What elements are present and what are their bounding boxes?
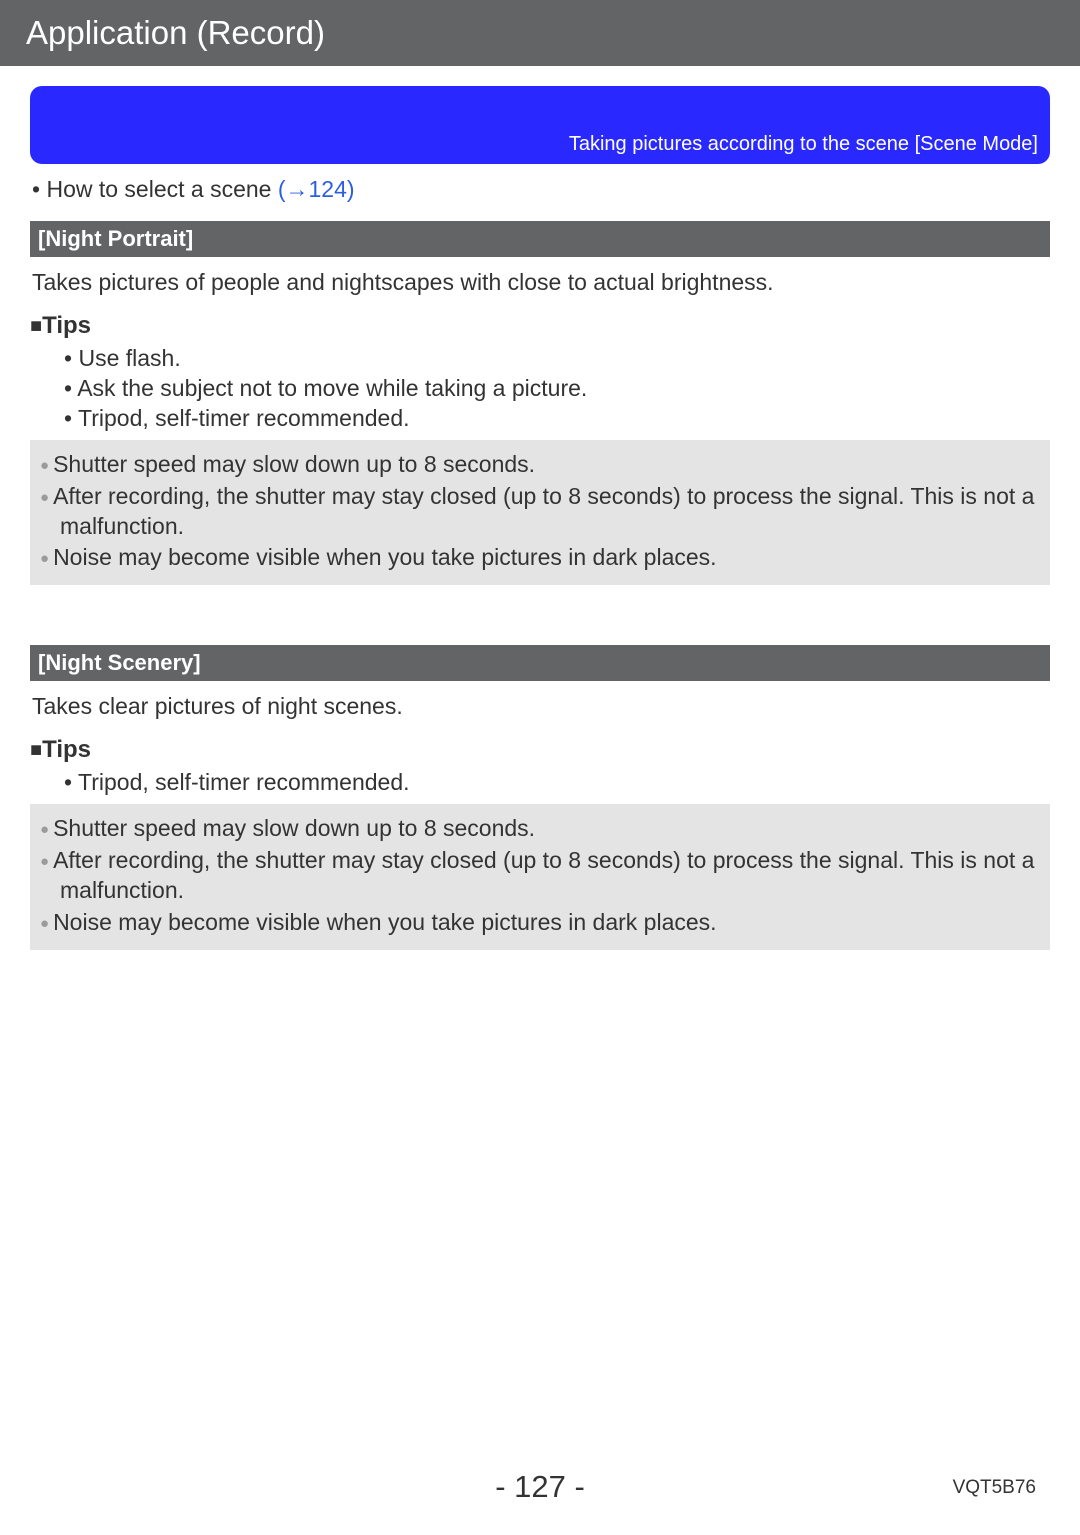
- tips-heading-text: Tips: [42, 312, 91, 339]
- notes-box: Shutter speed may slow down up to 8 seco…: [30, 804, 1050, 950]
- how-to-prefix: How to select a scene: [32, 176, 278, 202]
- section-description: Takes clear pictures of night scenes.: [30, 681, 1050, 734]
- tip-item: Tripod, self-timer recommended.: [64, 404, 1050, 434]
- tips-heading: Tips: [30, 310, 1050, 344]
- note-item: Noise may become visible when you take p…: [40, 908, 1040, 938]
- how-to-link[interactable]: (→124): [278, 176, 355, 202]
- tips-list: Tripod, self-timer recommended.: [30, 768, 1050, 804]
- note-item: Noise may become visible when you take p…: [40, 543, 1040, 573]
- banner-text: Taking pictures according to the scene […: [569, 133, 1038, 156]
- document-code: VQT5B76: [953, 1477, 1036, 1499]
- tip-item: Tripod, self-timer recommended.: [64, 768, 1050, 798]
- how-to-select-line: How to select a scene (→124): [30, 166, 1050, 217]
- section-header-text: [Night Scenery]: [38, 650, 201, 675]
- section-header-night-portrait: [Night Portrait]: [30, 221, 1050, 257]
- tips-heading-text: Tips: [42, 736, 91, 763]
- tip-item: Use flash.: [64, 344, 1050, 374]
- tips-list: Use flash. Ask the subject not to move w…: [30, 344, 1050, 440]
- scene-mode-banner: Taking pictures according to the scene […: [30, 86, 1050, 164]
- section-description: Takes pictures of people and nightscapes…: [30, 257, 1050, 310]
- tip-item: Ask the subject not to move while taking…: [64, 374, 1050, 404]
- title-text: Application (Record): [26, 14, 325, 51]
- notes-box: Shutter speed may slow down up to 8 seco…: [30, 440, 1050, 586]
- note-item: Shutter speed may slow down up to 8 seco…: [40, 814, 1040, 844]
- title-bar: Application (Record): [0, 0, 1080, 66]
- tips-heading: Tips: [30, 734, 1050, 768]
- section-header-text: [Night Portrait]: [38, 226, 193, 251]
- note-item: After recording, the shutter may stay cl…: [40, 482, 1040, 542]
- section-header-night-scenery: [Night Scenery]: [30, 645, 1050, 681]
- note-item: Shutter speed may slow down up to 8 seco…: [40, 450, 1040, 480]
- page-content: Taking pictures according to the scene […: [0, 66, 1080, 950]
- note-item: After recording, the shutter may stay cl…: [40, 846, 1040, 906]
- page-number: - 127 -: [0, 1469, 1080, 1505]
